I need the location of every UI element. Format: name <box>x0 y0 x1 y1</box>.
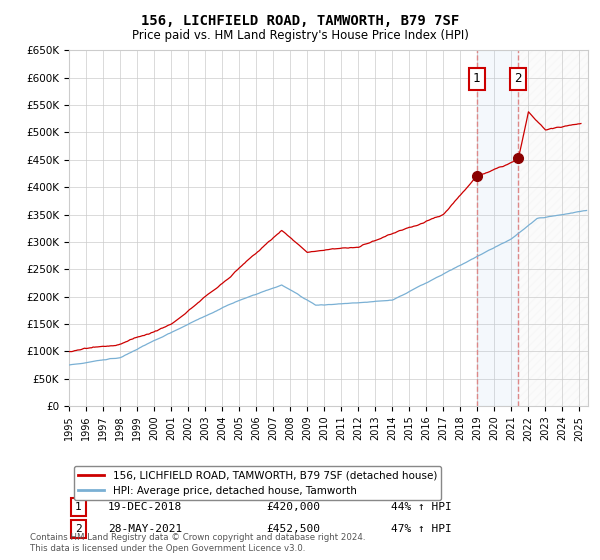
Text: £452,500: £452,500 <box>266 524 320 534</box>
Text: 1: 1 <box>75 502 82 512</box>
Text: 47% ↑ HPI: 47% ↑ HPI <box>391 524 452 534</box>
Text: Contains HM Land Registry data © Crown copyright and database right 2024.
This d: Contains HM Land Registry data © Crown c… <box>30 533 365 553</box>
Text: £420,000: £420,000 <box>266 502 320 512</box>
Text: 156, LICHFIELD ROAD, TAMWORTH, B79 7SF: 156, LICHFIELD ROAD, TAMWORTH, B79 7SF <box>141 14 459 28</box>
Text: 28-MAY-2021: 28-MAY-2021 <box>108 524 182 534</box>
Text: 2: 2 <box>514 72 522 85</box>
Legend: 156, LICHFIELD ROAD, TAMWORTH, B79 7SF (detached house), HPI: Average price, det: 156, LICHFIELD ROAD, TAMWORTH, B79 7SF (… <box>74 466 441 500</box>
Text: 2: 2 <box>75 524 82 534</box>
Bar <box>477 50 518 406</box>
Text: Price paid vs. HM Land Registry's House Price Index (HPI): Price paid vs. HM Land Registry's House … <box>131 29 469 42</box>
Bar <box>518 50 588 406</box>
Text: 19-DEC-2018: 19-DEC-2018 <box>108 502 182 512</box>
Text: 1: 1 <box>473 72 481 85</box>
Text: 44% ↑ HPI: 44% ↑ HPI <box>391 502 452 512</box>
